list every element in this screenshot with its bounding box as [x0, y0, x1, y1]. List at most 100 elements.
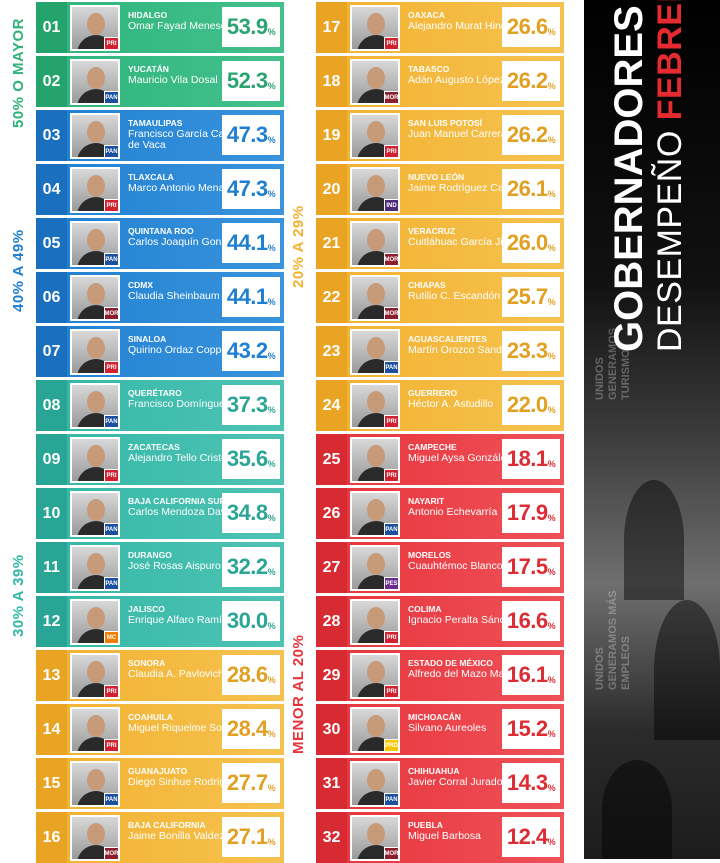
state-name: CAMPECHE: [408, 442, 457, 452]
approval-score: 22.0%: [502, 385, 560, 425]
portrait-head: [367, 499, 385, 521]
portrait-head: [367, 607, 385, 629]
rank-number: 12: [36, 596, 67, 647]
approval-value: 16.6: [506, 608, 548, 633]
governor-portrait: PRI: [70, 329, 120, 375]
range-label-40-49: 40% A 49%: [10, 229, 27, 312]
governor-name: Juan Manuel Carreras: [408, 128, 512, 140]
rank-number: 07: [36, 326, 67, 377]
party-logo-icon: PRD: [384, 739, 398, 751]
governor-name: Diego Sinhue Rodríguez: [128, 776, 243, 788]
governor-row: 29 PRI ESTADO DE MÉXICO Alfredo del Mazo Ma…: [316, 650, 564, 701]
portrait-head: [87, 175, 105, 197]
approval-score: 27.7%: [222, 763, 280, 803]
approval-score: 23.3%: [502, 331, 560, 371]
governor-row: 06 MOR CDMX Claudia Sheinbaum 44.1%: [36, 272, 284, 323]
state-name: TABASCO: [408, 64, 450, 74]
percent-sign: %: [267, 621, 276, 631]
approval-score: 37.3%: [222, 385, 280, 425]
state-name: SAN LUIS POTOSÍ: [408, 118, 482, 128]
rank-number: 05: [36, 218, 67, 269]
percent-sign: %: [267, 837, 276, 847]
approval-score: 32.2%: [222, 547, 280, 587]
range-label-20-29: 20% A 29%: [290, 205, 307, 288]
governor-portrait: MOR: [350, 815, 400, 861]
approval-score: 27.1%: [222, 817, 280, 857]
governor-portrait: MOR: [350, 275, 400, 321]
rank-number: 11: [36, 542, 67, 593]
governor-row: 02 PAN YUCATÁN Mauricio Vila Dosal 52.3%: [36, 56, 284, 107]
approval-value: 53.9: [226, 14, 268, 39]
approval-score: 53.9%: [222, 7, 280, 47]
range-label-50-plus: 50% O MAYOR: [10, 18, 27, 128]
governor-portrait: PAN: [70, 221, 120, 267]
approval-value: 34.8: [226, 500, 268, 525]
governor-name: José Rosas Aispuro: [128, 560, 221, 572]
governor-portrait: PAN: [350, 491, 400, 537]
approval-value: 44.1: [226, 284, 268, 309]
party-logo-icon: MOR: [384, 91, 398, 103]
rank-number: 19: [316, 110, 347, 161]
governor-portrait: PRD: [350, 707, 400, 753]
state-name: AGUASCALIENTES: [408, 334, 487, 344]
portrait-head: [87, 661, 105, 683]
party-logo-icon: PAN: [104, 415, 118, 427]
approval-value: 43.2: [226, 338, 268, 363]
percent-sign: %: [547, 513, 556, 523]
governor-name: Jaime Rodríguez Calderón: [408, 182, 533, 194]
percent-sign: %: [547, 243, 556, 253]
approval-value: 28.4: [226, 716, 268, 741]
state-name: HIDALGO: [128, 10, 168, 20]
governor-portrait: MOR: [70, 275, 120, 321]
percent-sign: %: [267, 513, 276, 523]
governor-row: 05 PAN QUINTANA ROO Carlos Joaquín González…: [36, 218, 284, 269]
rank-number: 09: [36, 434, 67, 485]
governor-row: 28 PRI COLIMA Ignacio Peralta Sánchez 16.6%: [316, 596, 564, 647]
page-title: GOBERNADORES DESEMPEÑO FEBRERO: [607, 0, 690, 352]
approval-value: 18.1: [506, 446, 548, 471]
state-name: CDMX: [128, 280, 154, 290]
rank-number: 15: [36, 758, 67, 809]
percent-sign: %: [547, 189, 556, 199]
portrait-head: [367, 715, 385, 737]
governor-row: 09 PRI ZACATECAS Alejandro Tello Cristerna 3…: [36, 434, 284, 485]
approval-score: 47.3%: [222, 169, 280, 209]
governor-row: 23 PAN AGUASCALIENTES Martín Orozco Sandova…: [316, 326, 564, 377]
governor-row: 04 PRI TLAXCALA Marco Antonio Mena 47.3%: [36, 164, 284, 215]
party-logo-icon: IND: [384, 199, 398, 211]
approval-value: 27.7: [226, 770, 268, 795]
approval-value: 26.6: [506, 14, 548, 39]
rank-number: 31: [316, 758, 347, 809]
governor-row: 11 PAN DURANGO José Rosas Aispuro 32.2%: [36, 542, 284, 593]
governor-portrait: PRI: [350, 113, 400, 159]
governor-row: 27 PES MORELOS Cuauhtémoc Blanco 17.5%: [316, 542, 564, 593]
portrait-head: [87, 607, 105, 629]
rank-number: 16: [36, 812, 67, 863]
percent-sign: %: [547, 405, 556, 415]
governor-name: Marco Antonio Mena: [128, 182, 225, 194]
portrait-head: [367, 823, 385, 845]
party-logo-icon: PRI: [384, 415, 398, 427]
portrait-head: [87, 229, 105, 251]
governor-portrait: PAN: [350, 761, 400, 807]
governor-row: 16 MOR BAJA CALIFORNIA Jaime Bonilla Valdez…: [36, 812, 284, 863]
approval-score: 18.1%: [502, 439, 560, 479]
page-title-line1: GOBERNADORES: [607, 5, 651, 352]
approval-score: 16.1%: [502, 655, 560, 695]
rank-number: 32: [316, 812, 347, 863]
party-logo-icon: PAN: [384, 361, 398, 373]
governor-name: Jaime Bonilla Valdez: [128, 830, 225, 842]
state-name: TLAXCALA: [128, 172, 174, 182]
governor-name: Martín Orozco Sandoval: [408, 344, 522, 356]
approval-score: 30.0%: [222, 601, 280, 641]
approval-score: 26.2%: [502, 61, 560, 101]
approval-value: 47.3: [226, 176, 268, 201]
approval-score: 12.4%: [502, 817, 560, 857]
state-name: QUERÉTARO: [128, 388, 182, 398]
approval-score: 44.1%: [222, 223, 280, 263]
approval-value: 26.2: [506, 68, 548, 93]
percent-sign: %: [267, 243, 276, 253]
governor-name: Francisco García Cabeza de Vaca: [128, 128, 248, 151]
rank-number: 06: [36, 272, 67, 323]
governor-row: 13 PRI SONORA Claudia A. Pavlovich 28.6%: [36, 650, 284, 701]
